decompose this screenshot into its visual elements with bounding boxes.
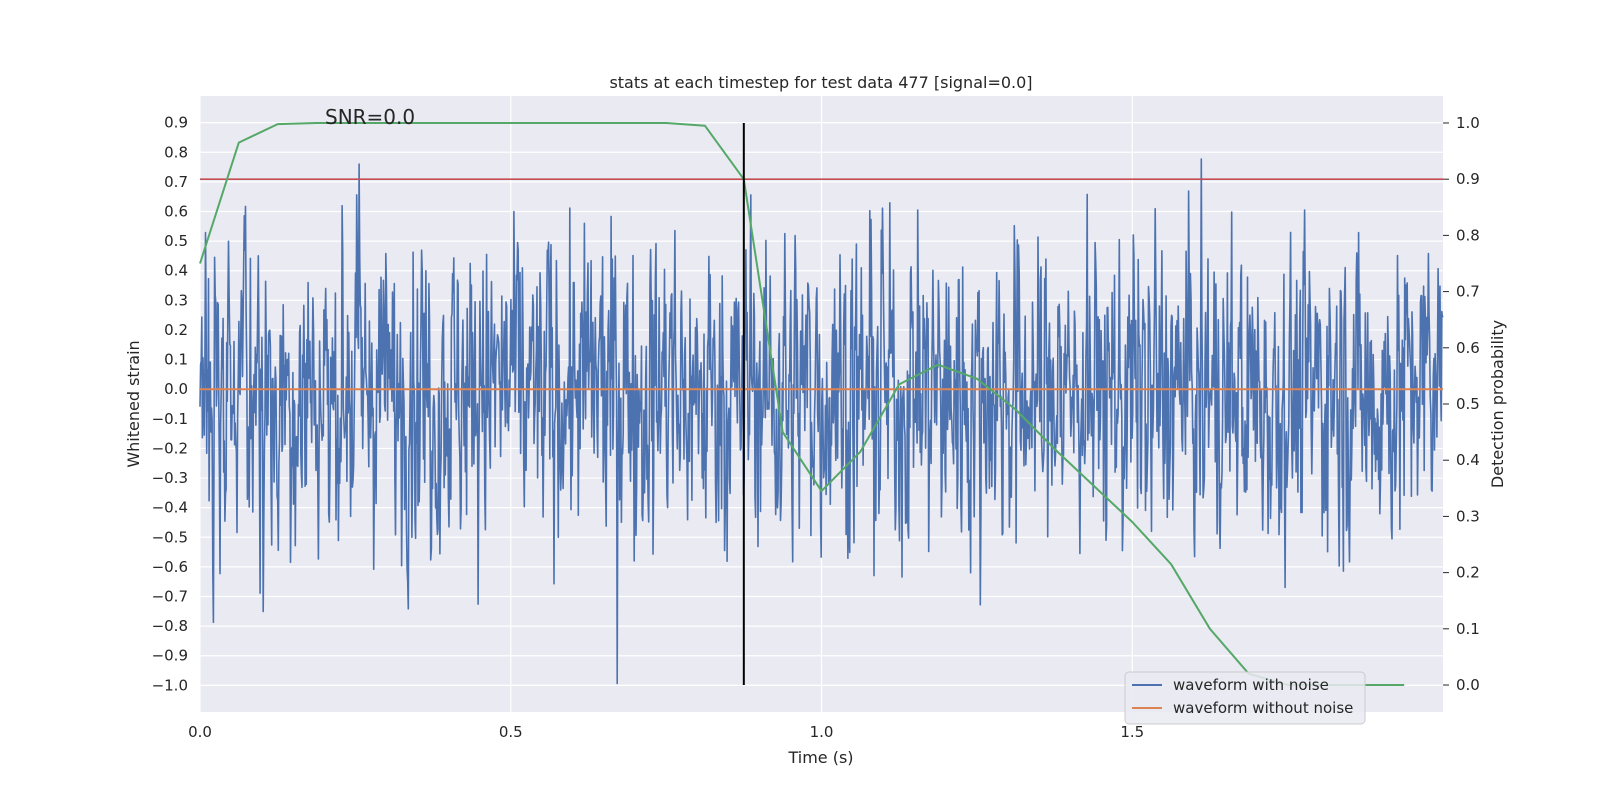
y2-axis-ticks: 1.0 0.9 0.8 0.7 0.6 0.5 0.4 0.3 0.2 0.1 0.0 — [1443, 114, 1480, 694]
y-tick-label: 0.5 — [164, 232, 188, 250]
x-axis-label: Time (s) — [787, 748, 853, 767]
y-tick-label: −0.8 — [152, 617, 188, 635]
x-tick-label: 1.0 — [810, 723, 834, 741]
y2-axis-label: Detection probability — [1488, 320, 1507, 488]
y2-tick-label: 0.8 — [1456, 226, 1480, 244]
y2-tick-label: 0.1 — [1456, 620, 1480, 638]
y-tick-label: 0.0 — [164, 380, 188, 398]
y2-tick-label: 0.2 — [1456, 564, 1480, 582]
waveform-with-noise-line — [199, 158, 1444, 685]
y-tick-label: −0.6 — [152, 558, 188, 576]
y-tick-label: 0.9 — [164, 114, 188, 132]
y-axis-label: Whitened strain — [124, 340, 143, 467]
y2-tick-label: 0.0 — [1456, 676, 1480, 694]
y-tick-label: 0.3 — [164, 291, 188, 309]
snr-annotation: SNR=0.0 — [325, 105, 415, 129]
series-detection-probability — [199, 122, 1405, 686]
legend-box — [1124, 671, 1366, 725]
x-axis-ticks: 0.0 0.5 1.0 1.5 — [188, 723, 1144, 741]
x-tick-label: 1.5 — [1120, 723, 1144, 741]
y-tick-label: 0.8 — [164, 143, 188, 161]
y-tick-label: 0.6 — [164, 203, 188, 221]
y2-tick-label: 0.4 — [1456, 451, 1480, 469]
y-axis-ticks: 0.9 0.8 0.7 0.6 0.5 0.4 0.3 0.2 0.1 0.0 −0.1 −0.2 −0… — [152, 114, 188, 695]
detection-probability-line — [199, 122, 1405, 686]
legend-label-waveform-without-noise: waveform without noise — [1173, 699, 1353, 717]
y-tick-label: −0.9 — [152, 647, 188, 665]
y2-tick-label: 1.0 — [1456, 114, 1480, 132]
y-tick-label: −0.1 — [152, 410, 188, 428]
y2-tick-label: 0.5 — [1456, 395, 1480, 413]
series-waveform-with-noise — [199, 158, 1444, 685]
y-tick-label: −0.4 — [152, 499, 188, 517]
y-tick-label: 0.7 — [164, 173, 188, 191]
y-tick-label: 0.4 — [164, 262, 188, 280]
y-tick-label: −0.2 — [152, 439, 188, 457]
y-tick-label: 0.1 — [164, 351, 188, 369]
legend-label-waveform-with-noise: waveform with noise — [1173, 676, 1329, 694]
y2-tick-label: 0.3 — [1456, 507, 1480, 525]
y-tick-label: −0.5 — [152, 528, 188, 546]
y-tick-label: −0.7 — [152, 588, 188, 606]
x-tick-label: 0.5 — [499, 723, 523, 741]
y2-tick-label: 0.7 — [1456, 283, 1480, 301]
y2-tick-label: 0.9 — [1456, 170, 1480, 188]
y-tick-label: −0.3 — [152, 469, 188, 487]
x-tick-label: 0.0 — [188, 723, 212, 741]
chart-title: stats at each timestep for test data 477… — [609, 73, 1032, 92]
y-tick-label: −1.0 — [152, 676, 188, 694]
legend: waveform with noise waveform without noi… — [1124, 671, 1366, 725]
y-tick-label: 0.2 — [164, 321, 188, 339]
y2-tick-label: 0.6 — [1456, 339, 1480, 357]
